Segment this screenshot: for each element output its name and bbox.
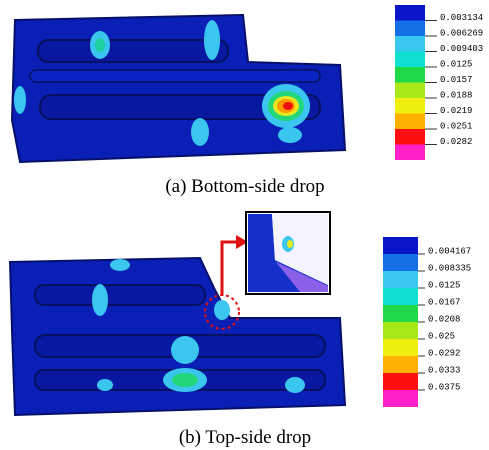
legend-label: 0.006269 — [440, 28, 483, 38]
legend-swatch — [383, 305, 418, 322]
contour-plot-a — [12, 15, 345, 162]
legend-label: 0.0188 — [440, 90, 472, 100]
legend-swatch — [383, 271, 418, 288]
legend-label: 0.003134 — [440, 13, 483, 23]
legend-swatch — [383, 373, 418, 390]
legend-swatch — [395, 145, 425, 161]
legend-b: 0.004167 0.008335 0.0125 0.0167 0.0208 0.025 0… — [383, 237, 471, 407]
legend-swatch — [395, 129, 425, 145]
legend-label: 0.009403 — [440, 44, 483, 54]
legend-label: 0.025 — [428, 331, 455, 341]
legend-swatch — [383, 390, 418, 407]
legend-swatch — [395, 36, 425, 52]
legend-swatch — [395, 5, 425, 21]
legend-swatch — [383, 339, 418, 356]
figure: 0.003134 0.006269 0.009403 0.0125 0.0157 0.01… — [0, 0, 489, 450]
legend-label: 0.0167 — [428, 297, 460, 307]
legend-swatch — [383, 254, 418, 271]
legend-label: 0.0251 — [440, 121, 472, 131]
legend-swatch — [395, 83, 425, 99]
legend-swatch — [395, 98, 425, 114]
legend-label: 0.0292 — [428, 348, 460, 358]
legend-swatch — [383, 237, 418, 254]
legend-a: 0.003134 0.006269 0.009403 0.0125 0.0157 0.01… — [395, 5, 483, 160]
legend-swatch — [383, 356, 418, 373]
legend-label: 0.0333 — [428, 365, 460, 375]
legend-swatch — [395, 52, 425, 68]
legend-swatch — [395, 21, 425, 37]
legend-label: 0.004167 — [428, 246, 471, 256]
legend-swatch — [395, 67, 425, 83]
legend-swatch — [383, 322, 418, 339]
legend-label: 0.0157 — [440, 75, 472, 85]
contour-plot-b — [10, 212, 345, 415]
legend-label: 0.0375 — [428, 382, 460, 392]
caption: (a) Bottom-side drop — [165, 176, 324, 197]
legend-label: 0.0208 — [428, 314, 460, 324]
legend-label: 0.0125 — [428, 280, 460, 290]
legend-label: 0.008335 — [428, 263, 471, 273]
legend-swatch — [395, 114, 425, 130]
legend-swatch — [383, 288, 418, 305]
legend-label: 0.0282 — [440, 137, 472, 147]
legend-label: 0.0125 — [440, 59, 472, 69]
caption: (b) Top-side drop — [179, 427, 311, 448]
legend-label: 0.0219 — [440, 106, 472, 116]
